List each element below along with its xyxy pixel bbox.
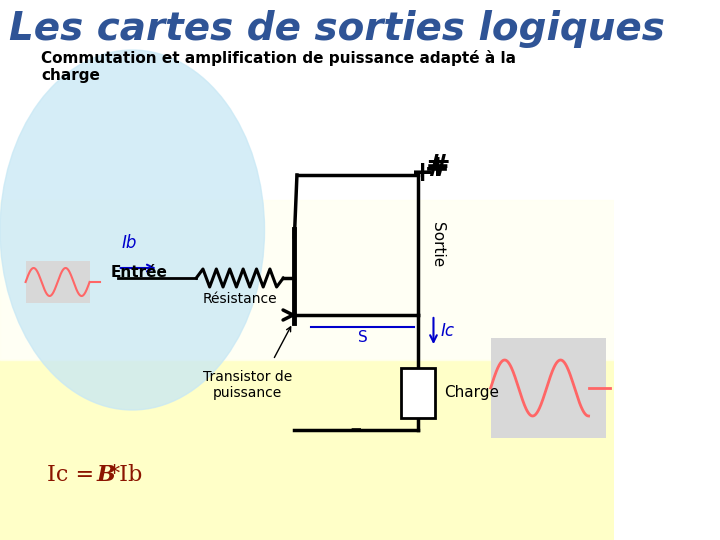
Text: Charge: Charge	[444, 386, 499, 401]
Text: -: -	[349, 415, 362, 444]
Text: Sortie: Sortie	[430, 222, 445, 268]
Text: Transistor de
puissance: Transistor de puissance	[203, 370, 292, 400]
Bar	[0, 200, 614, 360]
Text: +: +	[425, 153, 451, 183]
Text: Commutation et amplification de puissance adapté à la
charge: Commutation et amplification de puissanc…	[41, 50, 516, 83]
Text: Ic: Ic	[441, 322, 454, 340]
Text: +: +	[410, 159, 434, 187]
Text: Ic =: Ic =	[47, 464, 102, 486]
Text: B: B	[96, 464, 115, 486]
Text: Résistance: Résistance	[202, 292, 277, 306]
Bar	[490, 338, 606, 438]
Ellipse shape	[0, 50, 264, 410]
Text: Ib: Ib	[122, 234, 138, 252]
Bar	[401, 368, 435, 418]
Text: Entrée: Entrée	[111, 265, 168, 280]
Text: #: #	[425, 153, 451, 183]
Text: Les cartes de sorties logiques: Les cartes de sorties logiques	[9, 10, 665, 48]
Bar	[0, 360, 614, 540]
Text: *Ib: *Ib	[109, 464, 143, 486]
Bar	[26, 261, 89, 303]
Text: S: S	[358, 330, 367, 345]
